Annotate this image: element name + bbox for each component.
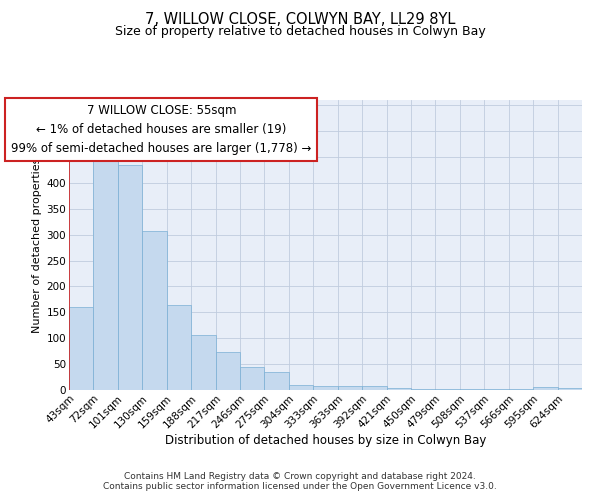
Bar bbox=[191, 334, 215, 390]
Text: Contains HM Land Registry data © Crown copyright and database right 2024.: Contains HM Land Registry data © Crown c… bbox=[124, 472, 476, 481]
Bar bbox=[436, 389, 460, 390]
Bar bbox=[118, 164, 142, 390]
Bar bbox=[240, 367, 265, 390]
Bar bbox=[338, 386, 362, 390]
X-axis label: Distribution of detached houses by size in Colwyn Bay: Distribution of detached houses by size … bbox=[165, 434, 486, 447]
Text: 7 WILLOW CLOSE: 55sqm
← 1% of detached houses are smaller (19)
99% of semi-detac: 7 WILLOW CLOSE: 55sqm ← 1% of detached h… bbox=[11, 104, 311, 156]
Bar bbox=[484, 389, 509, 390]
Bar bbox=[69, 307, 94, 390]
Y-axis label: Number of detached properties: Number of detached properties bbox=[32, 158, 43, 332]
Bar bbox=[509, 389, 533, 390]
Text: Size of property relative to detached houses in Colwyn Bay: Size of property relative to detached ho… bbox=[115, 25, 485, 38]
Bar bbox=[215, 352, 240, 390]
Bar bbox=[289, 385, 313, 390]
Bar bbox=[533, 388, 557, 390]
Bar bbox=[94, 157, 118, 390]
Bar bbox=[362, 386, 386, 390]
Bar bbox=[313, 386, 338, 390]
Bar bbox=[460, 389, 484, 390]
Text: Contains public sector information licensed under the Open Government Licence v3: Contains public sector information licen… bbox=[103, 482, 497, 491]
Bar bbox=[167, 304, 191, 390]
Bar bbox=[386, 388, 411, 390]
Bar bbox=[265, 372, 289, 390]
Bar bbox=[142, 230, 167, 390]
Bar bbox=[557, 388, 582, 390]
Bar bbox=[411, 389, 436, 390]
Text: 7, WILLOW CLOSE, COLWYN BAY, LL29 8YL: 7, WILLOW CLOSE, COLWYN BAY, LL29 8YL bbox=[145, 12, 455, 28]
